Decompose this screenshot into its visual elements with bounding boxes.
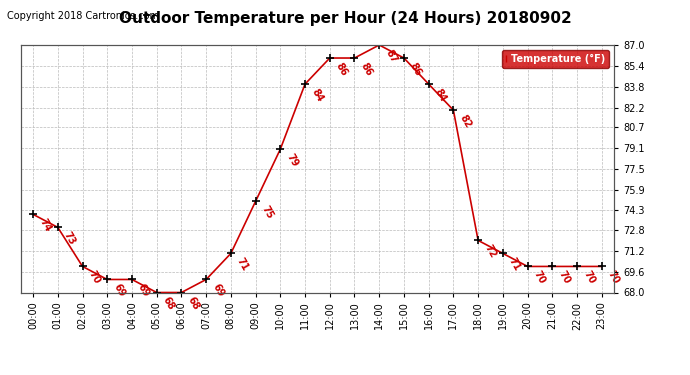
Text: 86: 86 (408, 61, 424, 78)
Text: 86: 86 (359, 61, 374, 78)
Text: 69: 69 (111, 282, 127, 299)
Text: 87: 87 (384, 48, 399, 64)
Text: 69: 69 (210, 282, 226, 299)
Text: 68: 68 (161, 295, 177, 312)
Text: 84: 84 (309, 87, 325, 104)
Text: 74: 74 (37, 217, 52, 234)
Text: Outdoor Temperature per Hour (24 Hours) 20180902: Outdoor Temperature per Hour (24 Hours) … (119, 11, 571, 26)
Text: 69: 69 (136, 282, 152, 299)
Text: 75: 75 (259, 204, 275, 221)
Text: 71: 71 (235, 256, 250, 273)
Text: 70: 70 (87, 269, 102, 286)
Text: 71: 71 (507, 256, 522, 273)
Text: 72: 72 (482, 243, 497, 260)
Text: 86: 86 (334, 61, 349, 78)
Text: Copyright 2018 Cartronics.com: Copyright 2018 Cartronics.com (7, 11, 159, 21)
Text: 70: 70 (581, 269, 597, 286)
Text: 70: 70 (606, 269, 621, 286)
Text: 68: 68 (186, 295, 201, 312)
Text: 79: 79 (284, 152, 300, 169)
Text: 70: 70 (532, 269, 547, 286)
Text: 84: 84 (433, 87, 448, 104)
Text: 73: 73 (62, 230, 77, 247)
Text: 82: 82 (457, 113, 473, 130)
Text: 70: 70 (556, 269, 572, 286)
Legend: Temperature (°F): Temperature (°F) (502, 50, 609, 68)
